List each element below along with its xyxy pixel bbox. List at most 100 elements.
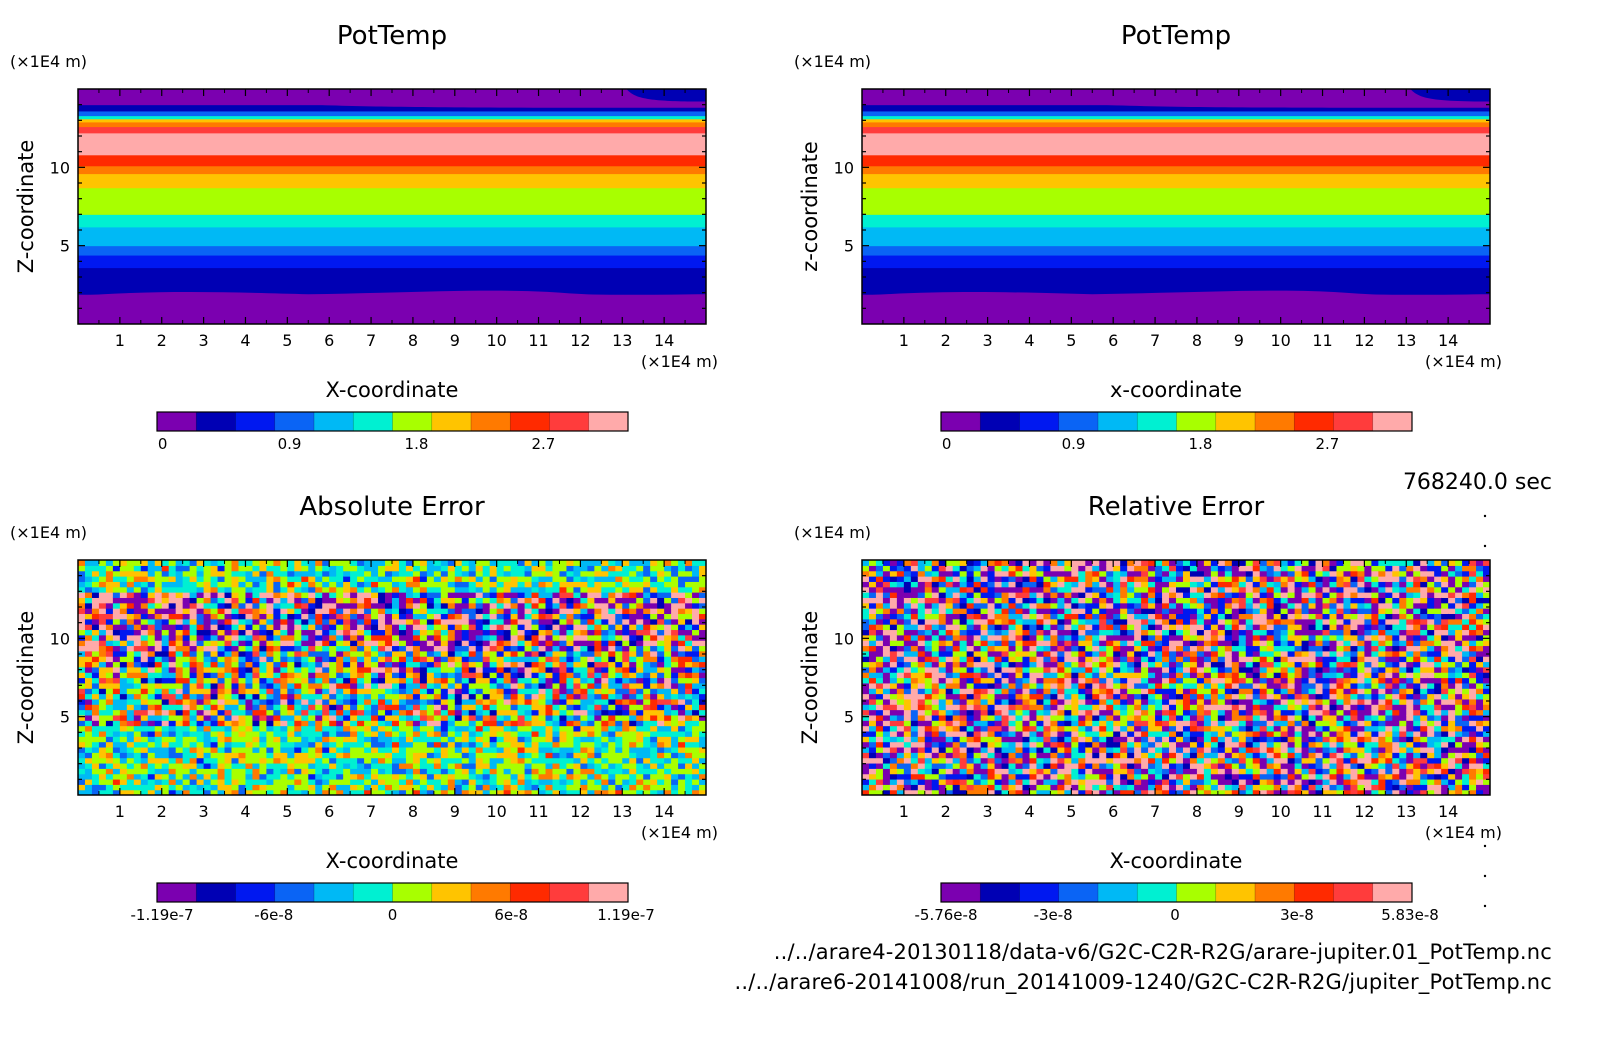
field-cell <box>112 666 121 673</box>
field-cell <box>454 672 463 679</box>
field-cell <box>189 682 198 689</box>
field-band <box>862 118 1490 123</box>
field-cell <box>98 736 107 743</box>
field-cell <box>945 736 954 743</box>
field-cell <box>294 736 302 743</box>
field-cell <box>615 709 623 716</box>
field-cell <box>210 757 219 764</box>
field-cell <box>622 586 630 593</box>
field-cell <box>147 608 156 615</box>
field-cell <box>280 741 288 748</box>
field-cell <box>343 570 351 577</box>
field-cell <box>224 672 233 679</box>
field-cell <box>896 773 905 780</box>
field-cell <box>664 560 672 566</box>
field-cell <box>343 768 351 775</box>
field-cell <box>392 746 400 753</box>
field-cell <box>671 768 679 775</box>
field-cell <box>938 714 947 721</box>
field-cell <box>203 672 212 679</box>
field-cell <box>636 741 644 748</box>
field-cell <box>601 757 609 764</box>
field-cell <box>678 634 686 641</box>
field-cell <box>252 746 261 753</box>
field-cell <box>475 650 484 657</box>
field-cell <box>433 768 442 775</box>
field-cell <box>308 688 316 695</box>
field-cell <box>545 746 554 753</box>
field-cell <box>475 730 484 737</box>
field-cell <box>482 704 491 711</box>
field-cell <box>503 629 512 636</box>
field-cell <box>378 714 386 721</box>
field-cell <box>685 725 693 732</box>
field-cell <box>896 784 905 791</box>
field-cell <box>322 597 330 604</box>
field-cell <box>903 784 912 791</box>
field-cell <box>931 693 940 700</box>
field-cell <box>154 666 163 673</box>
field-cell <box>301 640 309 647</box>
field-cell <box>378 688 386 695</box>
field-cell <box>889 576 898 582</box>
field-cell <box>203 736 212 743</box>
field-cell <box>482 597 491 604</box>
field-cell <box>196 778 205 785</box>
field-cell <box>154 752 163 759</box>
field-cell <box>336 746 344 753</box>
field-cell <box>119 634 128 641</box>
field-cell <box>266 778 274 785</box>
field-cell <box>84 725 93 732</box>
field-cell <box>224 650 233 657</box>
field-cell <box>503 709 512 716</box>
field-cell <box>615 656 623 663</box>
field-cell <box>692 704 700 711</box>
field-cell <box>510 693 519 700</box>
plot-field <box>78 89 706 324</box>
field-cell <box>517 762 526 769</box>
field-cell <box>371 608 379 615</box>
field-cell <box>294 698 302 705</box>
field-cell <box>182 698 191 705</box>
field-cell <box>419 720 428 727</box>
field-cell <box>398 746 407 753</box>
field-cell <box>84 752 93 759</box>
field-cell <box>154 736 163 743</box>
field-cell <box>238 650 247 657</box>
field-cell <box>678 768 686 775</box>
field-cell <box>482 693 491 700</box>
field-cell <box>315 608 323 615</box>
field-cell <box>692 773 700 780</box>
field-cell <box>629 645 637 652</box>
field-cell <box>175 618 184 625</box>
field-cell <box>126 677 135 684</box>
field-cell <box>643 762 651 769</box>
field-cell <box>315 650 323 657</box>
field-cell <box>210 693 219 700</box>
field-cell <box>903 709 912 716</box>
field-cell <box>203 618 212 625</box>
field-cell <box>133 693 142 700</box>
field-cell <box>350 650 358 657</box>
field-cell <box>594 736 602 743</box>
field-cell <box>440 752 449 759</box>
field-cell <box>126 682 135 689</box>
field-cell <box>217 570 226 577</box>
field-cell <box>482 784 491 791</box>
field-cell <box>650 618 658 625</box>
field-cell <box>643 618 651 625</box>
field-cell <box>896 672 905 679</box>
field-cell <box>315 677 323 684</box>
field-cell <box>545 602 554 609</box>
field-cell <box>503 714 512 721</box>
field-cell <box>650 629 658 636</box>
field-cell <box>238 661 247 668</box>
field-cell <box>889 650 898 657</box>
field-cell <box>280 570 288 577</box>
field-cell <box>357 725 365 732</box>
field-cell <box>699 709 706 716</box>
field-cell <box>371 592 379 598</box>
field-cell <box>210 634 219 641</box>
field-cell <box>252 784 261 791</box>
field-cell <box>182 634 191 641</box>
